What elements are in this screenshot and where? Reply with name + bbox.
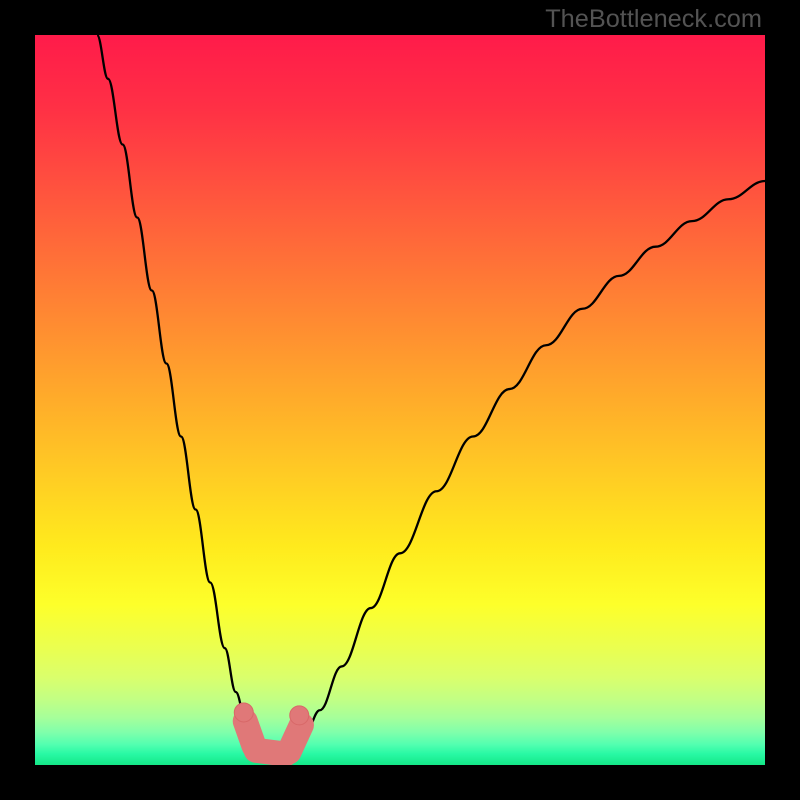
marker-capsule	[289, 725, 301, 752]
curve-layer	[35, 35, 765, 765]
watermark-text: TheBottleneck.com	[545, 5, 762, 34]
marker-group	[234, 703, 308, 754]
marker-dot	[290, 706, 309, 725]
chart-container: TheBottleneck.com	[0, 0, 800, 800]
marker-dot	[234, 703, 253, 722]
plot-area	[35, 35, 765, 765]
bottleneck-curve	[97, 35, 765, 756]
